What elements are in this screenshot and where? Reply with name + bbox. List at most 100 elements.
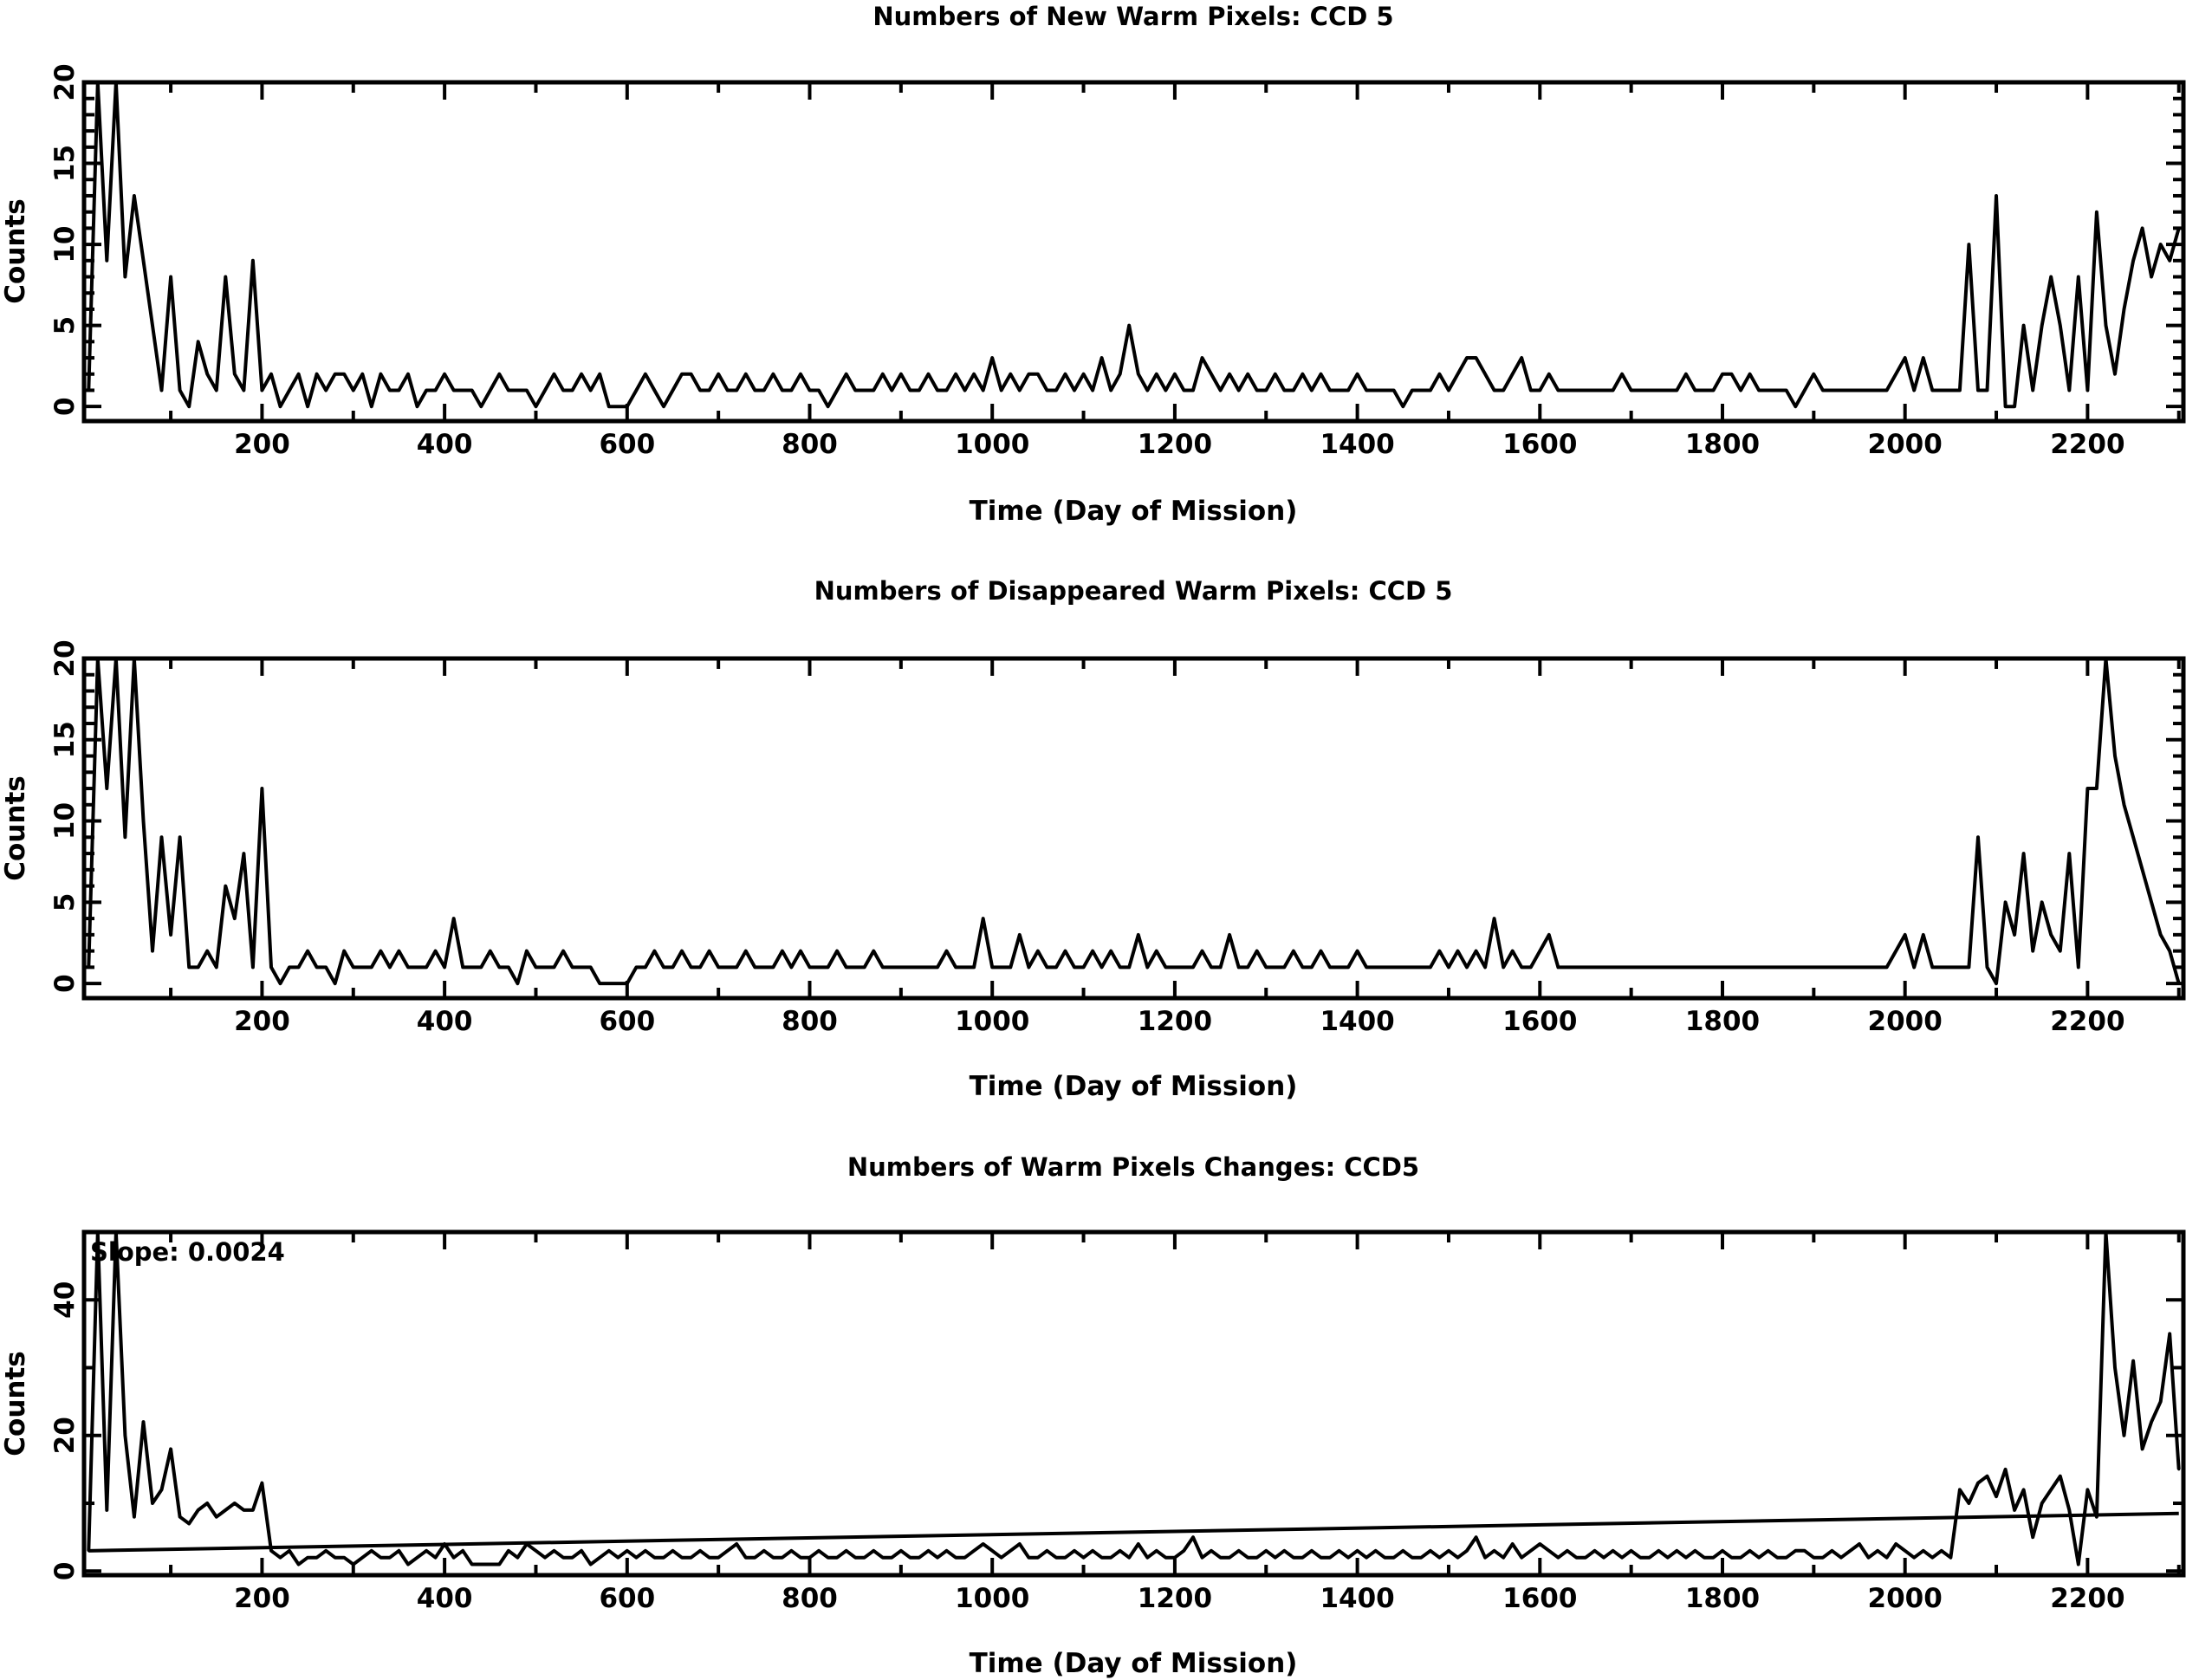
data-point: [1456, 950, 1459, 953]
data-point: [1483, 1556, 1487, 1560]
data-point: [1155, 373, 1158, 376]
data-point: [1630, 965, 1633, 969]
data-point: [1566, 965, 1569, 969]
data-point: [726, 388, 730, 392]
x-tick-label: 1000: [955, 1006, 1029, 1037]
data-point: [936, 388, 939, 392]
data-point: [1821, 965, 1825, 969]
data-point: [1437, 1556, 1441, 1560]
data-point: [1876, 965, 1879, 969]
data-point: [1219, 1556, 1223, 1560]
data-point: [516, 388, 519, 392]
data-point: [863, 1556, 866, 1560]
x-tick-label: 1200: [1138, 429, 1212, 460]
x-tick-label: 400: [417, 1583, 473, 1614]
data-point: [1949, 965, 1952, 969]
data-point: [1401, 965, 1404, 969]
x-tick-label: 1400: [1320, 1583, 1394, 1614]
data-point: [2004, 900, 2008, 904]
chart-title: Numbers of Disappeared Warm Pixels: CCD …: [814, 576, 1453, 606]
data-point: [1228, 933, 1231, 937]
data-point: [1711, 1556, 1715, 1560]
data-point: [1100, 965, 1104, 969]
data-point: [1602, 388, 1605, 392]
data-point: [1986, 965, 1989, 969]
x-tick-label: 600: [599, 1006, 655, 1037]
data-point: [827, 1556, 830, 1560]
data-point: [324, 965, 328, 969]
data-point: [215, 965, 218, 969]
data-point: [242, 1508, 245, 1512]
data-point: [1447, 388, 1450, 392]
data-point: [1930, 388, 1934, 392]
data-point: [671, 965, 674, 969]
data-point: [2004, 1468, 2008, 1471]
data-point: [781, 950, 784, 953]
data-point: [1867, 1556, 1871, 1560]
data-point: [1456, 373, 1459, 376]
data-point: [945, 950, 949, 953]
data-point: [306, 405, 309, 408]
data-point: [1986, 388, 1989, 392]
data-point: [1328, 1556, 1332, 1560]
data-point: [1374, 1549, 1378, 1553]
data-point: [2123, 803, 2126, 807]
data-point: [1748, 965, 1752, 969]
data-point: [1228, 1556, 1231, 1560]
data-point: [1502, 965, 1505, 969]
data-point: [2059, 324, 2062, 328]
data-point: [516, 1556, 519, 1560]
data-point: [1830, 1549, 1833, 1553]
data-point: [1830, 965, 1833, 969]
data-point: [717, 1556, 720, 1560]
data-point: [1574, 1556, 1578, 1560]
data-point: [845, 1549, 848, 1553]
panel-disappeared-warm-pixels: Numbers of Disappeared Warm Pixels: CCD …: [0, 576, 2186, 1102]
data-point: [1648, 1556, 1651, 1560]
data-point: [315, 1556, 319, 1560]
data-point: [2095, 211, 2098, 214]
data-point: [1657, 1549, 1660, 1553]
data-point: [278, 982, 282, 985]
data-point: [251, 259, 255, 263]
data-point: [2085, 787, 2089, 790]
data-point: [1538, 950, 1541, 953]
data-point: [1082, 1556, 1086, 1560]
data-point: [1839, 1556, 1843, 1560]
panel-warm-pixel-changes: Numbers of Warm Pixels Changes: CCD5 Tim…: [0, 1152, 2186, 1679]
data-point: [1556, 965, 1560, 969]
data-point: [2040, 1502, 2044, 1505]
data-point: [1483, 965, 1487, 969]
data-point: [406, 373, 410, 376]
data-point: [1365, 1556, 1368, 1560]
data-point: [553, 965, 556, 969]
data-point: [306, 950, 309, 953]
data-point: [1210, 1549, 1213, 1553]
data-point: [1839, 965, 1843, 969]
x-tick-label: 2200: [2050, 1006, 2124, 1037]
data-point: [2059, 950, 2062, 953]
data-point: [1803, 1549, 1807, 1553]
data-point: [233, 917, 237, 920]
data-point: [571, 965, 574, 969]
data-point: [1547, 1549, 1551, 1553]
data-point: [1201, 356, 1204, 360]
data-point: [1675, 388, 1678, 392]
data-point: [1127, 324, 1131, 328]
data-point: [827, 405, 830, 408]
data-point: [881, 1556, 885, 1560]
data-point: [690, 373, 693, 376]
data-point: [224, 885, 227, 888]
data-point: [1648, 965, 1651, 969]
data-point: [1885, 1556, 1889, 1560]
x-tick-label: 1600: [1502, 429, 1577, 460]
data-point: [489, 388, 492, 392]
data-point: [397, 1549, 400, 1553]
data-point: [1429, 388, 1432, 392]
data-point: [288, 388, 291, 392]
data-point: [534, 965, 537, 969]
data-point: [2159, 243, 2163, 246]
data-point: [845, 373, 848, 376]
data-point: [607, 405, 611, 408]
